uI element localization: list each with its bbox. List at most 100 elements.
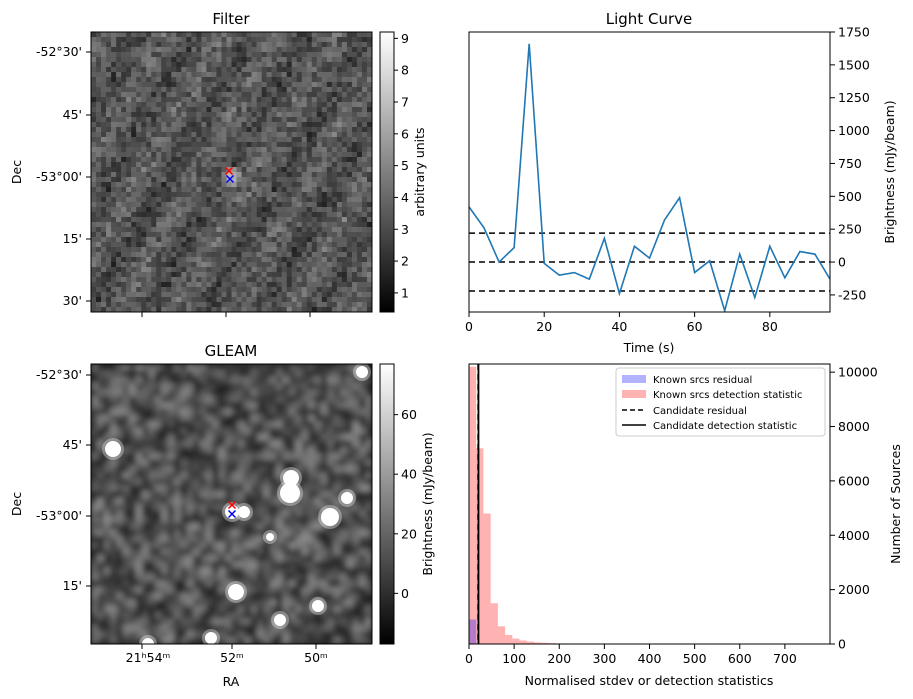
- histogram-bar: [490, 603, 498, 644]
- ytick-label: 250: [838, 222, 862, 237]
- histogram-bar: [519, 640, 527, 644]
- gleam-source: [283, 470, 299, 486]
- histogram-bar: [469, 366, 477, 644]
- filter-axes-frame: [90, 31, 373, 313]
- ytick-label: 1250: [838, 90, 870, 105]
- gleam-xtick-label: 21ʰ54ᵐ: [126, 650, 171, 665]
- xtick-label: 100: [502, 651, 526, 666]
- filter-xtick-marks: [141, 312, 311, 317]
- legend-swatch-detection: [622, 390, 646, 398]
- legend-label: Candidate residual: [653, 406, 747, 417]
- filter-title: Filter: [212, 10, 250, 28]
- xtick-label: 400: [638, 651, 662, 666]
- colorbar-tick-label: 9: [401, 31, 409, 46]
- gleam-source: [238, 506, 250, 518]
- legend-frame: [615, 367, 826, 437]
- ytick-label: 1750: [838, 25, 870, 40]
- gleam-markers: [227, 500, 237, 519]
- ytick-label: 1500: [838, 57, 870, 72]
- colorbar-tick-label: 20: [401, 526, 417, 541]
- colorbar-tick-label: 6: [401, 126, 409, 141]
- histogram-bar: [512, 638, 520, 644]
- filter-ytick-label: 45': [63, 107, 82, 122]
- histogram-bar: [541, 642, 549, 644]
- lightcurve-title: Light Curve: [606, 10, 692, 28]
- xtick-label: 700: [773, 651, 797, 666]
- gleam-source: [280, 483, 300, 503]
- ytick-label: -250: [838, 287, 866, 302]
- colorbar-tick-label: 2: [401, 254, 409, 269]
- filter-colorbar-label: arbitrary units: [412, 127, 427, 216]
- gleam-xtick-label: 50ᵐ: [304, 650, 328, 665]
- xtick-label: 0: [465, 319, 473, 334]
- gleam-colorbar-ticks: 0 20 40 60: [394, 407, 417, 601]
- legend-label: Known srcs residual: [653, 375, 752, 386]
- xtick-label: 600: [728, 651, 752, 666]
- lightcurve-ylabel: Brightness (mJy/beam): [882, 100, 897, 243]
- filter-colorbar: [379, 31, 395, 313]
- gleam-bright-sources: [102, 364, 371, 644]
- lightcurve-xlabel: Time (s): [623, 340, 675, 355]
- filter-image: [91, 32, 372, 312]
- xtick-label: 200: [547, 651, 571, 666]
- gleam-title: GLEAM: [205, 342, 258, 360]
- ytick-label: 4000: [838, 528, 870, 543]
- legend-swatch-residual: [622, 375, 646, 383]
- histogram-bar: [497, 626, 506, 644]
- colorbar-tick-label: 3: [401, 222, 409, 237]
- ytick-label: 6000: [838, 473, 870, 488]
- ytick-label: 750: [838, 156, 862, 171]
- colorbar-tick-label: 5: [401, 158, 409, 173]
- gleam-ytick-label: 15': [63, 578, 82, 593]
- gleam-source: [356, 366, 368, 378]
- filter-ytick-label: -52°30': [36, 44, 82, 59]
- filter-ytick-label: 30': [63, 293, 82, 308]
- colorbar-tick-label: 4: [401, 190, 409, 205]
- gleam-source: [341, 492, 353, 504]
- gleam-source: [205, 632, 217, 644]
- legend-label: Known srcs detection statistic: [653, 390, 802, 401]
- filter-ytick-label: 15': [63, 231, 82, 246]
- xtick-label: 60: [687, 319, 703, 334]
- gleam-source: [142, 638, 154, 644]
- histogram-legend: Known srcs residual Known srcs detection…: [615, 367, 826, 437]
- histogram-bar: [469, 619, 477, 644]
- colorbar-tick-label: 1: [401, 285, 409, 300]
- filter-ytick-label: -53°00': [36, 169, 82, 184]
- gleam-xlabel: RA: [223, 674, 240, 689]
- xtick-label: 20: [536, 319, 552, 334]
- xtick-label: 300: [592, 651, 616, 666]
- gleam-colorbar-label: Brightness (mJy/beam): [420, 432, 435, 575]
- histogram-xlabel: Normalised stdev or detection statistics: [525, 673, 774, 688]
- lightcurve-axes-frame: [468, 31, 831, 313]
- filter-marker-blue: [225, 174, 235, 184]
- histogram-bar: [476, 448, 484, 644]
- colorbar-tick-label: 60: [401, 407, 417, 422]
- gleam-xtick-label: 52ᵐ: [220, 650, 244, 665]
- ytick-label: 1000: [838, 123, 870, 138]
- colorbar-tick-label: 7: [401, 95, 409, 110]
- ytick-label: 2000: [838, 582, 870, 597]
- histogram-ylabel: Number of Sources: [888, 444, 903, 564]
- gleam-ytick-label: -52°30': [36, 367, 82, 382]
- gleam-marker-blue: [227, 509, 237, 519]
- filter-ylabel: Dec: [9, 160, 24, 184]
- gleam-source: [228, 584, 244, 600]
- histogram-bars: [469, 366, 592, 644]
- legend-label: Candidate detection statistic: [653, 421, 797, 432]
- gleam-panel: GLEAM -52°30' 45' -53°00' 15' 21ʰ54ᵐ 52ᵐ…: [9, 342, 435, 689]
- histogram-bar: [533, 642, 542, 644]
- ytick-label: 8000: [838, 419, 870, 434]
- xtick-label: 500: [683, 651, 707, 666]
- histogram-bar: [526, 641, 534, 644]
- filter-marker-red: [224, 166, 234, 176]
- gleam-source: [266, 533, 274, 541]
- lightcurve-yticks: -250 0 250 500 750 1000 1250 1500 1750: [830, 25, 870, 302]
- lightcurve-series-line: [469, 43, 830, 312]
- gleam-marker-red: [227, 500, 237, 510]
- gleam-source: [105, 441, 121, 457]
- histogram-bar: [505, 635, 513, 644]
- xtick-label: 40: [611, 319, 627, 334]
- lightcurve-xticks: 0 20 40 60 80: [465, 312, 778, 334]
